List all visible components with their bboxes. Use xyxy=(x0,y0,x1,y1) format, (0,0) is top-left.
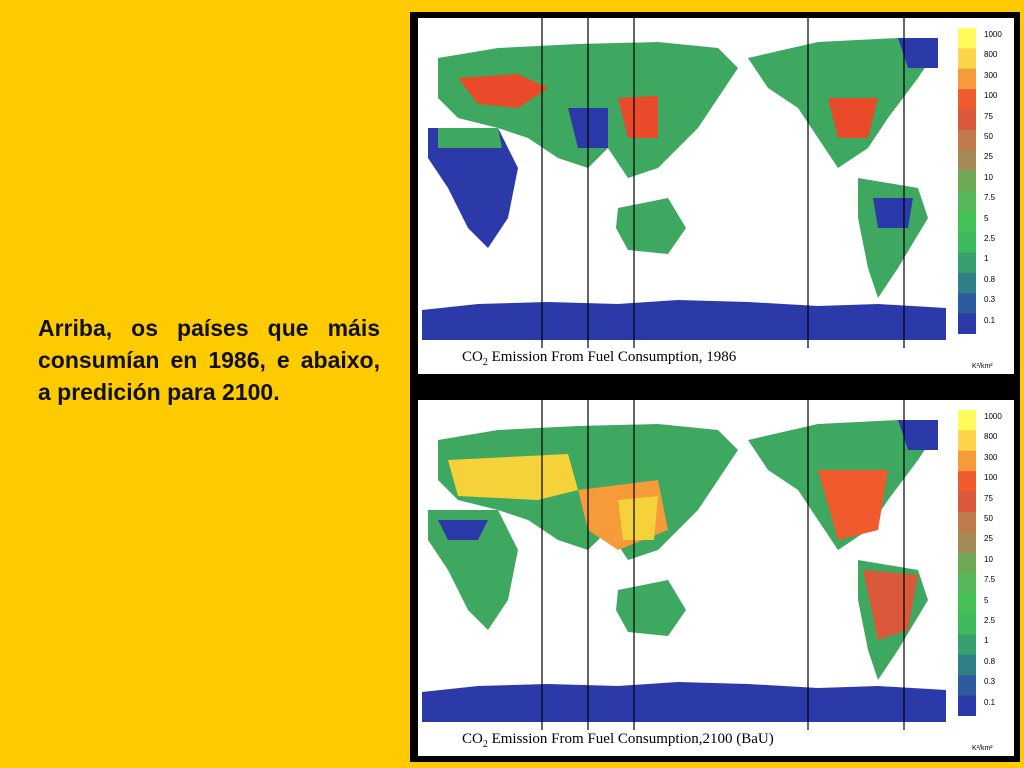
colorbar-swatch xyxy=(958,150,976,172)
colorbar-swatch xyxy=(958,450,976,472)
colorbar-swatch xyxy=(958,614,976,635)
colorbar-tick-label: 0.3 xyxy=(984,295,996,305)
colorbar-swatch xyxy=(958,675,976,697)
colorbar-tick-label: 5 xyxy=(984,213,989,223)
colorbar-swatch xyxy=(958,130,976,151)
colorbar-swatch xyxy=(958,252,976,274)
colorbar-swatch xyxy=(958,48,976,70)
colorbar-swatch xyxy=(958,654,976,676)
colorbar-gradient xyxy=(958,410,976,717)
colorbar-tick-label: 1000 xyxy=(984,30,1002,39)
colorbar-tick-label: 7.5 xyxy=(984,575,996,585)
colorbar-tick-label: 0.8 xyxy=(984,274,996,284)
colorbar-swatch xyxy=(958,593,976,615)
colorbar-tick-label: 7.5 xyxy=(984,193,996,203)
caption-text: Arriba, os países que máis consumían en … xyxy=(38,315,380,406)
colorbar-labels-1986: 1000 800 300 100 75 50 25 10 7.5 5 2.5 1 0.8 0.3 0.1 xyxy=(984,24,1014,340)
africa xyxy=(428,128,518,248)
colorbar-labels-2100: 1000 800 300 100 75 50 25 10 7.5 5 2.5 1 0.8 0.3 0.1 xyxy=(984,406,1014,722)
colorbar-tick-label: 25 xyxy=(984,152,993,162)
colorbar-tick-label: 5 xyxy=(984,595,989,605)
colorbar-tick-label: 100 xyxy=(984,91,998,101)
colorbar-swatch xyxy=(958,512,976,533)
colorbar-swatch xyxy=(958,634,976,656)
colorbar-tick-label: 10 xyxy=(984,172,993,182)
colorbar-tick-label: 1 xyxy=(984,636,989,646)
colorbar-swatch xyxy=(958,191,976,213)
colorbar-tick-label: 25 xyxy=(984,534,993,544)
colorbar-swatch xyxy=(958,430,976,452)
colorbar-swatch xyxy=(958,552,976,574)
colorbar-tick-label: 75 xyxy=(984,111,993,121)
map-title-2100: CO2 Emission From Fuel Consumption,2100 … xyxy=(462,731,774,750)
colorbar-swatch xyxy=(958,410,976,431)
south-america xyxy=(858,178,928,298)
map-title-1986: CO2 Emission From Fuel Consumption, 1986 xyxy=(462,349,737,368)
colorbar-tick-label: 2.5 xyxy=(984,616,996,625)
meridian-lines xyxy=(541,400,905,730)
colorbar-swatch xyxy=(958,272,976,294)
unit-label-1986: K²/km² xyxy=(972,363,993,370)
colorbar-tick-label: 0.1 xyxy=(984,315,996,325)
map-panel-1986: 1000 800 300 100 75 50 25 10 7.5 5 2.5 1 0.8 0.3 0.1 K… xyxy=(418,18,1014,374)
figure-frame: 1000 800 300 100 75 50 25 10 7.5 5 2.5 1 0.8 0.3 0.1 K… xyxy=(410,12,1020,762)
colorbar-tick-label: 50 xyxy=(984,132,993,141)
colorbar-tick-label: 75 xyxy=(984,493,993,503)
world-map-1986 xyxy=(422,18,946,348)
colorbar-tick-label: 1 xyxy=(984,254,989,264)
australia xyxy=(616,580,686,636)
antarctica xyxy=(422,300,946,340)
unit-label-2100: K²/km² xyxy=(972,745,993,752)
colorbar-tick-label: 2.5 xyxy=(984,234,996,243)
colorbar-tick-label: 0.1 xyxy=(984,697,996,707)
colorbar-swatch xyxy=(958,109,976,131)
colorbar-swatch xyxy=(958,232,976,253)
meridian-lines xyxy=(541,18,905,348)
world-map-2100 xyxy=(422,400,946,730)
colorbar-tick-label: 100 xyxy=(984,473,998,483)
colorbar-tick-label: 300 xyxy=(984,70,998,80)
colorbar-swatch xyxy=(958,491,976,513)
colorbar-swatch xyxy=(958,695,976,717)
colorbar-swatch xyxy=(958,293,976,315)
colorbar-swatch xyxy=(958,573,976,595)
colorbar-tick-label: 50 xyxy=(984,514,993,523)
map-panel-2100: 1000 800 300 100 75 50 25 10 7.5 5 2.5 1 0.8 0.3 0.1 K… xyxy=(418,400,1014,756)
colorbar-tick-label: 0.8 xyxy=(984,656,996,666)
antarctica xyxy=(422,682,946,722)
colorbar-tick-label: 0.3 xyxy=(984,677,996,687)
colorbar-swatch xyxy=(958,211,976,233)
colorbar-swatch xyxy=(958,28,976,49)
colorbar-2100 xyxy=(958,410,976,717)
colorbar-tick-label: 800 xyxy=(984,432,998,442)
colorbar-swatch xyxy=(958,89,976,111)
colorbar-swatch xyxy=(958,170,976,192)
colorbar-gradient xyxy=(958,28,976,335)
colorbar-tick-label: 300 xyxy=(984,452,998,462)
colorbar-swatch xyxy=(958,532,976,554)
colorbar-swatch xyxy=(958,471,976,493)
colorbar-tick-label: 1000 xyxy=(984,412,1002,421)
colorbar-swatch xyxy=(958,313,976,335)
colorbar-tick-label: 10 xyxy=(984,554,993,564)
colorbar-tick-label: 800 xyxy=(984,50,998,60)
colorbar-swatch xyxy=(958,68,976,90)
colorbar-1986 xyxy=(958,28,976,335)
australia xyxy=(616,198,686,254)
